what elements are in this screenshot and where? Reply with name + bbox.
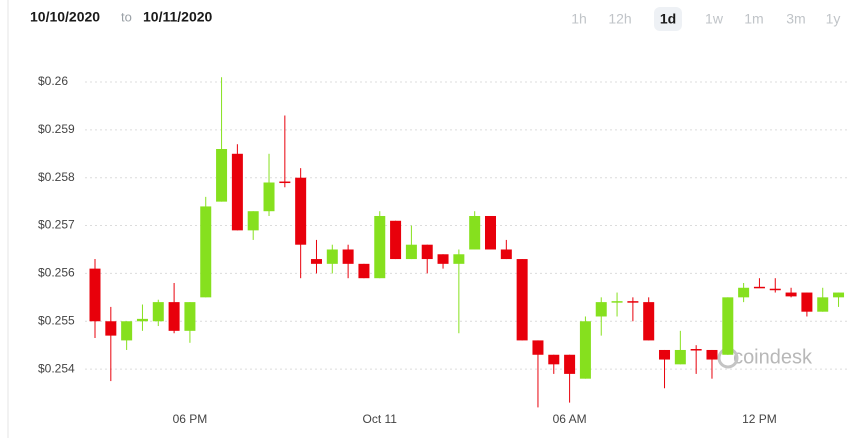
candle-body bbox=[390, 220, 402, 260]
y-tick-label: $0.256 bbox=[38, 266, 75, 280]
candle-body bbox=[136, 318, 148, 322]
candle-body bbox=[595, 302, 607, 317]
candle-body bbox=[105, 321, 117, 336]
candle-body bbox=[500, 249, 512, 260]
range-button[interactable]: 12h bbox=[608, 11, 631, 27]
candle-body bbox=[753, 286, 765, 289]
candle-body bbox=[295, 177, 307, 245]
candle-body bbox=[184, 302, 196, 331]
to-date[interactable]: 10/11/2020 bbox=[143, 9, 213, 25]
y-tick-label: $0.259 bbox=[38, 122, 75, 136]
candle-body bbox=[263, 182, 275, 212]
candle-body bbox=[833, 292, 845, 298]
candle-body bbox=[532, 340, 544, 355]
candle-body bbox=[200, 206, 212, 298]
candle-body bbox=[469, 215, 481, 250]
range-button[interactable]: 1w bbox=[705, 11, 724, 27]
candle-body bbox=[89, 268, 101, 322]
candle-body bbox=[453, 254, 465, 264]
candle-body bbox=[516, 259, 528, 341]
candle-body bbox=[342, 249, 354, 264]
candle-body bbox=[279, 181, 291, 184]
candle-body bbox=[643, 302, 655, 341]
candle-body bbox=[579, 321, 591, 379]
candle-body bbox=[326, 249, 338, 264]
candle-body bbox=[548, 354, 560, 365]
range-button[interactable]: 1h bbox=[571, 11, 587, 27]
range-button[interactable]: 1d bbox=[660, 11, 676, 27]
candle-body bbox=[358, 263, 370, 279]
y-tick-label: $0.258 bbox=[38, 170, 75, 184]
candle-body bbox=[485, 215, 496, 250]
y-tick-label: $0.26 bbox=[38, 74, 68, 88]
candle-body bbox=[216, 149, 228, 202]
x-tick-label: 06 PM bbox=[173, 412, 208, 426]
candle-body bbox=[722, 297, 734, 355]
candle-body bbox=[152, 302, 164, 322]
candle-body bbox=[659, 349, 671, 360]
from-date[interactable]: 10/10/2020 bbox=[30, 9, 100, 25]
candle-body bbox=[564, 354, 576, 374]
candle-body bbox=[231, 153, 243, 231]
y-tick-label: $0.255 bbox=[38, 313, 75, 327]
candle-body bbox=[611, 301, 623, 303]
x-tick-label: 12 PM bbox=[742, 412, 777, 426]
candle-body bbox=[437, 254, 449, 264]
candle-body bbox=[310, 259, 322, 264]
range-button[interactable]: 3m bbox=[786, 11, 805, 27]
candle-body bbox=[374, 215, 386, 279]
candle-body bbox=[247, 211, 259, 231]
candle-body bbox=[421, 244, 433, 260]
candle-body bbox=[769, 288, 781, 291]
candle-body bbox=[738, 287, 750, 298]
candle-body bbox=[405, 244, 417, 260]
candle-body bbox=[627, 301, 639, 303]
candle-body bbox=[817, 297, 829, 312]
x-tick-label: Oct 11 bbox=[363, 412, 398, 426]
candle-body bbox=[168, 302, 180, 331]
y-tick-label: $0.254 bbox=[38, 361, 75, 375]
candle-body bbox=[706, 349, 718, 360]
range-button[interactable]: 1m bbox=[744, 11, 763, 27]
candle-body bbox=[801, 292, 813, 312]
candle-body bbox=[121, 321, 133, 341]
y-tick-label: $0.257 bbox=[38, 218, 75, 232]
candle-body bbox=[785, 292, 797, 297]
candle-body bbox=[690, 349, 702, 351]
range-button[interactable]: 1y bbox=[826, 11, 841, 27]
date-separator: to bbox=[121, 9, 132, 24]
x-tick-label: 06 AM bbox=[553, 412, 587, 426]
candle-body bbox=[674, 349, 686, 365]
range-button-bg bbox=[654, 7, 682, 31]
watermark: coindesk bbox=[733, 346, 813, 368]
